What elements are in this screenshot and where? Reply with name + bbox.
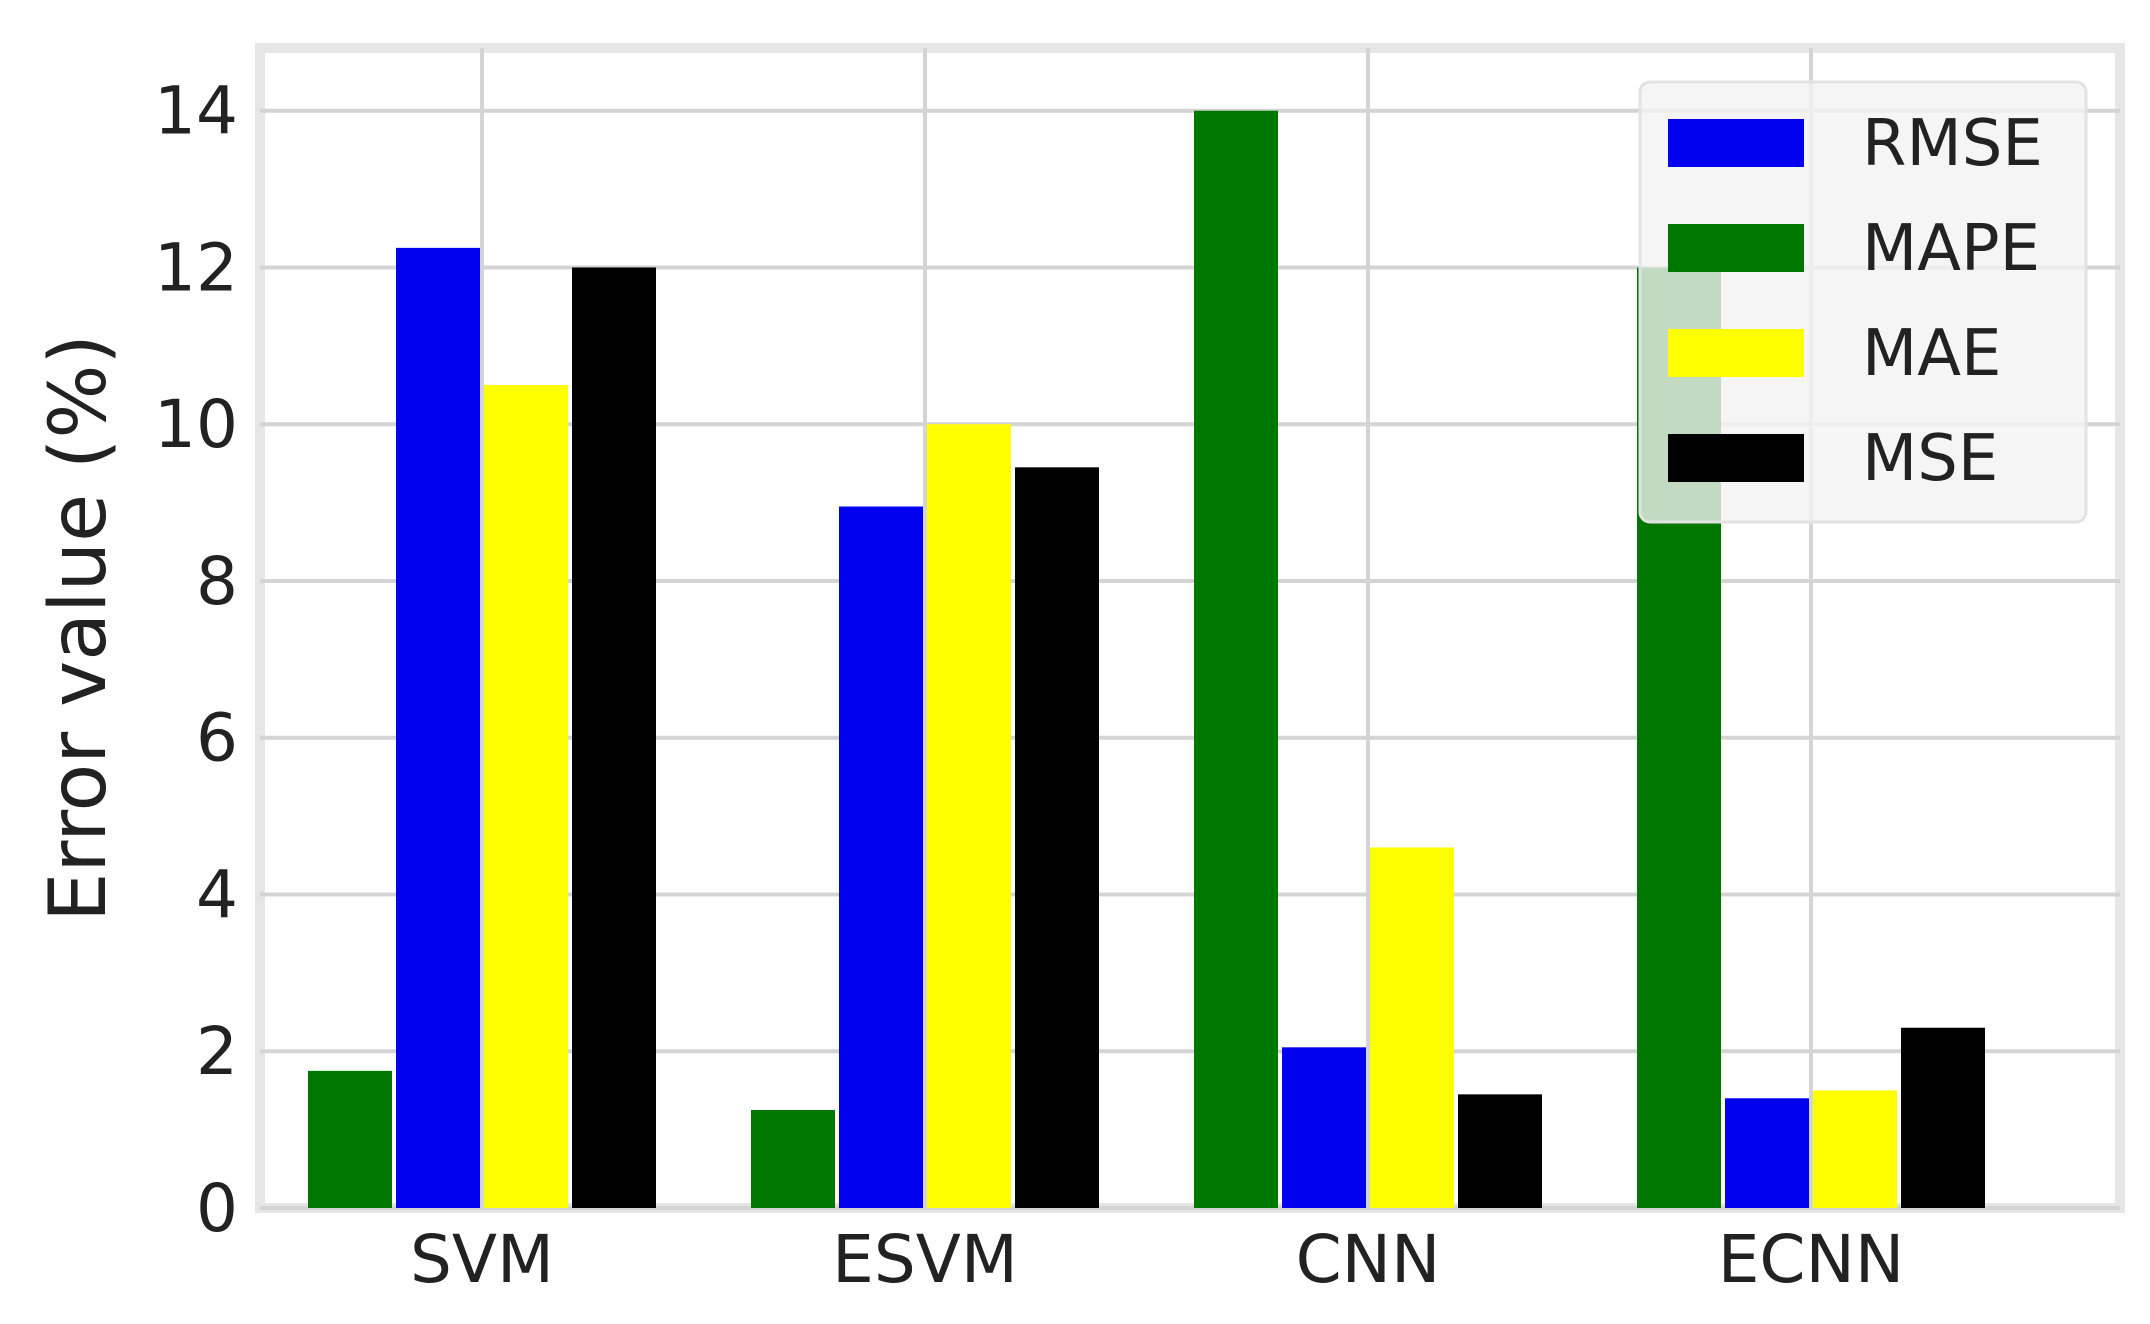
bars xyxy=(308,110,1985,1209)
legend-swatch-mse xyxy=(1668,434,1804,482)
x-tick-label: SVM xyxy=(410,1221,554,1298)
y-tick-label: 10 xyxy=(154,386,238,463)
x-tick-labels: SVM ESVM CNN ECNN xyxy=(410,1221,1904,1298)
legend-swatch-mae xyxy=(1668,329,1804,377)
y-tick-label: 4 xyxy=(196,856,238,933)
legend-swatch-rmse xyxy=(1668,119,1804,167)
y-tick-label: 14 xyxy=(154,73,238,150)
x-tick-label: CNN xyxy=(1296,1221,1441,1298)
legend-box xyxy=(1638,80,2088,524)
x-tick-label: ECNN xyxy=(1718,1221,1905,1298)
bar-rmse-esvm xyxy=(839,506,923,1208)
y-tick-label: 2 xyxy=(196,1013,238,1090)
bar-mse-cnn xyxy=(1458,1094,1542,1208)
bar-mae-svm xyxy=(484,385,568,1208)
bar-mape-cnn xyxy=(1194,110,1278,1208)
y-tick-label: 12 xyxy=(154,229,238,306)
legend-label-rmse: RMSE xyxy=(1862,107,2043,181)
bar-mse-esvm xyxy=(1015,467,1099,1208)
bar-mae-cnn xyxy=(1370,847,1454,1208)
bar-rmse-ecnn xyxy=(1725,1098,1809,1208)
bar-mae-ecnn xyxy=(1813,1090,1897,1208)
y-tick-label: 8 xyxy=(196,543,238,620)
legend-label-mape: MAPE xyxy=(1862,212,2040,286)
bar-rmse-svm xyxy=(396,247,480,1208)
y-tick-label: 6 xyxy=(196,700,238,777)
legend-swatch-mape xyxy=(1668,224,1804,272)
x-tick-label: ESVM xyxy=(832,1221,1018,1298)
bar-mse-ecnn xyxy=(1901,1027,1985,1208)
y-axis-label: Error value (%) xyxy=(34,334,124,922)
bar-mae-esvm xyxy=(927,424,1011,1209)
bar-mape-svm xyxy=(308,1070,392,1208)
bar-mape-esvm xyxy=(751,1110,835,1208)
legend: RMSE MAPE MAE MSE xyxy=(1638,80,2088,524)
legend-label-mae: MAE xyxy=(1862,317,2001,391)
y-tick-label: 0 xyxy=(196,1170,238,1247)
bar-mse-svm xyxy=(572,267,656,1208)
bar-rmse-cnn xyxy=(1282,1047,1366,1208)
legend-label-mse: MSE xyxy=(1862,422,1998,496)
y-tick-labels: 0 2 4 6 8 10 12 14 xyxy=(154,73,238,1247)
